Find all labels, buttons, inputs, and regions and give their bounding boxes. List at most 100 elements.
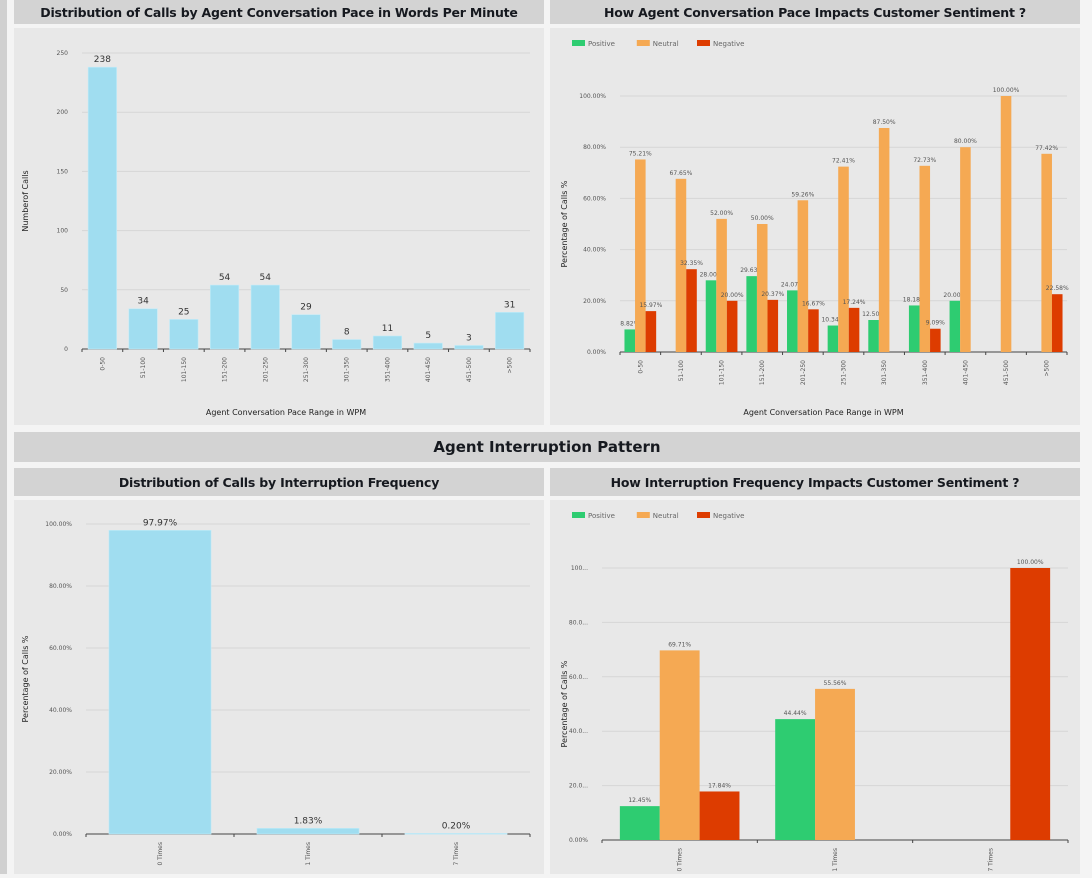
y-tick-label: 100... [571,565,588,572]
x-tick-label: >500 [1044,360,1051,377]
y-tick-label: 250 [57,50,69,57]
data-label: 59.26% [791,191,814,198]
bar-neutral-0-50 [635,159,646,352]
x-tick-label: 301-350 [881,360,888,385]
bar-neutral-1 Times [815,688,855,840]
y-tick-label: 80.0... [569,619,588,626]
y-tick-label: 0 [64,346,68,353]
bar-positive-251-300 [827,325,839,352]
x-tick-label: 7 Times [987,848,994,872]
legend-swatch-negative [697,512,710,518]
x-tick-label: 101-150 [181,357,188,382]
bar-positive-201-250 [787,290,798,352]
bar-negative-101-150 [726,300,738,352]
bar-neutral-101-150 [716,218,727,352]
data-label: 80.00% [954,138,977,145]
y-tick-label: 40.00% [49,707,72,714]
data-label: 9.09% [926,320,945,327]
data-label: 0.20% [442,821,471,831]
data-label: 31 [504,300,515,310]
data-label: 18.18% [903,296,926,303]
data-label: 5 [425,331,431,341]
data-label: 54 [260,273,272,283]
bar-151-200 [209,284,240,350]
legend-label-neutral: Neutral [653,512,679,520]
bar-negative-7 Times [1010,568,1051,840]
bar-negative->500 [1051,294,1063,352]
bar->500 [495,311,525,350]
data-label: 100.00% [993,87,1020,94]
legend-swatch-positive [572,40,585,46]
x-tick-label: 401-450 [962,360,969,385]
interruption-distribution-chart: 0.00% 20.00% 40.00% 60.00% 80.00% 100.00% 0 Ti… [21,518,531,866]
bar-401-450 [413,342,443,350]
legend-swatch-neutral [636,512,650,518]
x-tick-label: 401-450 [425,357,432,382]
legend-swatch-neutral [636,40,650,46]
pace-sentiment-chart: Positive Neutral Negative 0.00% 20.00% 40.00%… [560,40,1069,417]
legend-label-positive: Positive [588,512,615,520]
bar-neutral-51-100 [675,178,687,352]
bar-negative-0-50 [645,311,657,352]
data-label: 8 [344,328,350,338]
bar-positive-1 Times [775,719,816,840]
y-tick-label: 80.00% [583,144,606,151]
x-tick-label: 451-500 [1003,360,1010,385]
y-tick-label: 150 [57,168,69,175]
data-label: 20.37% [761,291,784,298]
x-tick-label: 301-350 [344,357,351,382]
y-tick-label: 80.00% [49,583,72,590]
y-axis-title: Numberof Calls [21,170,30,231]
legend-swatch-negative [697,40,710,46]
y-tick-label: 40.0... [569,728,588,735]
y-tick-label: 200 [57,109,69,116]
data-label: 77.42% [1035,145,1058,152]
data-label: 52.00% [710,210,733,217]
y-tick-label: 0.00% [53,831,72,838]
bar-neutral-451-500 [1000,96,1012,352]
interruption-distribution-panel: 0.00% 20.00% 40.00% 60.00% 80.00% 100.00% 0 Ti… [14,500,544,874]
data-label: 3 [466,333,472,343]
x-tick-label: 0 Times [157,842,164,866]
bar-0 Times [108,529,212,835]
data-label: 67.65% [670,170,693,177]
data-label: 8.82% [620,320,639,327]
data-label: 50.00% [751,215,774,222]
bar-positive-101-150 [705,280,717,352]
bar-neutral-301-350 [878,128,890,352]
pace-distribution-title: Distribution of Calls by Agent Conversat… [40,4,518,20]
y-tick-label: 20.00% [583,298,606,305]
x-tick-label: 201-250 [800,360,807,385]
y-tick-label: 20.00% [49,769,72,776]
x-tick-label: 51-100 [678,360,685,381]
data-label: 17.84% [708,782,731,789]
pace-distribution-chart: 0 50 100 150 200 250 0-50 51-100 101-150 151-200 2… [21,50,531,417]
bar-negative-0 Times [699,791,740,840]
bar-201-250 [250,284,280,350]
data-label: 54 [219,273,231,283]
data-label: 1.83% [294,816,323,826]
left-sidebar-edge [0,0,7,874]
bar-neutral-351-400 [919,165,931,352]
data-label: 55.56% [824,680,847,687]
data-label: 72.41% [832,158,855,165]
data-label: 29 [300,303,312,313]
bar-negative-151-200 [767,299,779,352]
pace-distribution-header: Distribution of Calls by Agent Conversat… [14,0,544,24]
bar-neutral-201-250 [797,200,809,352]
data-label: 20.00% [721,292,744,299]
x-axis-title: Agent Conversation Pace Range in WPM [206,408,366,417]
data-label: 12.50% [862,311,885,318]
bar-negative-201-250 [808,309,819,352]
bar-positive-0 Times [619,806,660,840]
bar-neutral-0 Times [659,650,700,840]
y-axis-title: Percentage of Calls % [21,635,30,722]
x-tick-label: 351-400 [384,357,391,382]
interruption-sentiment-chart: Positive Neutral Negative 0.00% 20.0... 40.0.… [560,512,1069,872]
y-tick-label: 40.00% [583,247,606,254]
x-tick-label: >500 [507,357,514,374]
y-axis-title: Percentage of Calls % [560,180,569,267]
y-tick-label: 100.00% [45,521,72,528]
legend-label-negative: Negative [713,40,744,48]
data-label: 15.97% [639,302,662,309]
